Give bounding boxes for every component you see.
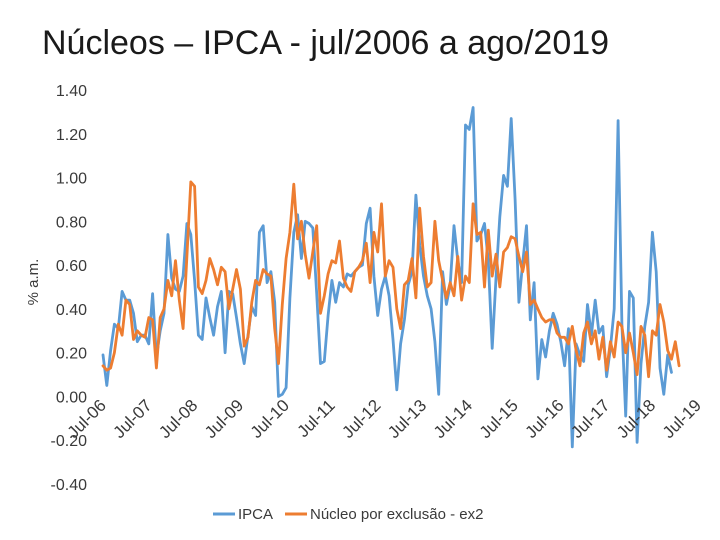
y-tick-label: 0.80 [56,214,87,231]
x-tick-label: Jul-16 [522,396,568,442]
y-tick-label: 1.00 [56,171,87,188]
x-tick-label: Jul-09 [201,396,247,442]
x-tick-label: Jul-10 [247,396,293,442]
legend-label: IPCA [238,506,273,523]
x-tick-label: Jul-15 [476,396,522,442]
y-axis-label: % a.m. [25,259,42,306]
y-tick-label: 0.40 [56,302,87,319]
x-tick-label: Jul-11 [293,396,338,441]
y-axis: 1.40 1.20 1.00 0.80 0.60 0.40 0.20 0.00 -0.20 -0.… [51,83,88,494]
legend: IPCA Núcleo por exclusão - ex2 [213,506,483,523]
y-tick-label: 0.60 [56,258,87,275]
series-line-ipca [101,106,673,449]
x-tick-label: Jul-19 [659,396,705,442]
y-tick-label: 1.40 [56,83,87,100]
x-tick-label: Jul-08 [155,396,201,442]
x-axis: Jul-06 Jul-07 Jul-08 Jul-09 Jul-10 Jul-11 Jul-… [64,396,705,442]
x-tick-label: Jul-12 [338,396,384,442]
y-tick-label: -0.20 [51,433,88,450]
x-tick-label: Jul-13 [384,396,430,442]
x-tick-label: Jul-07 [109,396,155,442]
y-tick-label: 0.00 [56,389,87,406]
y-tick-label: -0.40 [51,477,88,494]
legend-label: Núcleo por exclusão - ex2 [310,506,483,523]
chart-title: Núcleos – IPCA - jul/2006 a ago/2019 [42,24,609,62]
x-tick-label: Jul-14 [430,396,476,442]
y-tick-label: 0.20 [56,346,87,363]
plot-area [101,106,681,449]
series-line-nucleo-ex2 [101,180,681,379]
y-tick-label: 1.20 [56,127,87,144]
